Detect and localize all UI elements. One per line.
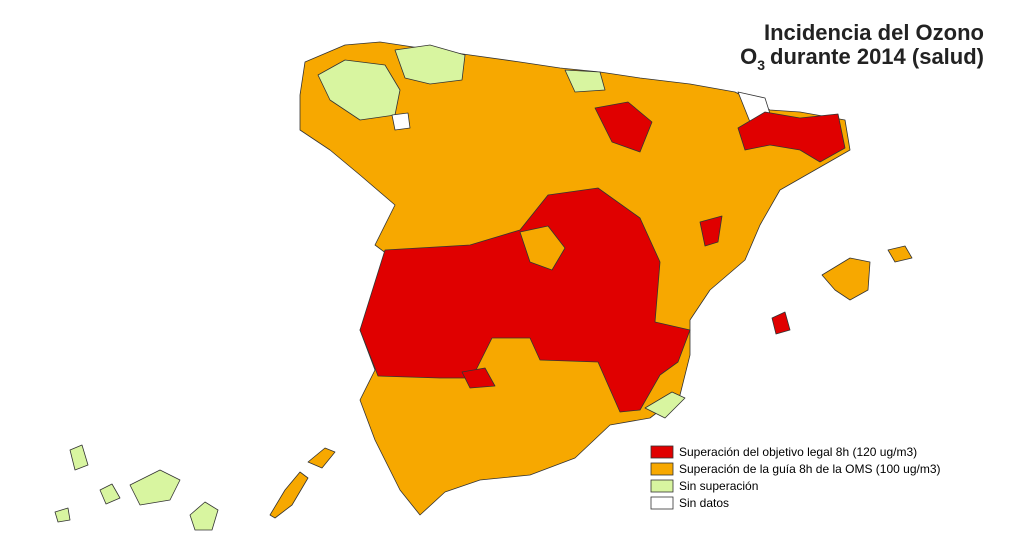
legend-label: Sin datos xyxy=(679,496,729,510)
region-green xyxy=(317,59,401,121)
legend-label: Superación de la guía 8h de la OMS (100 … xyxy=(679,462,941,476)
legend-swatch xyxy=(650,479,674,493)
region-green xyxy=(394,44,466,85)
region-red xyxy=(461,367,496,389)
island xyxy=(887,245,913,263)
region-red xyxy=(737,111,846,163)
region-white xyxy=(391,112,411,131)
region-red xyxy=(699,215,723,247)
island xyxy=(99,483,121,505)
legend-swatch xyxy=(650,496,674,510)
island xyxy=(189,501,219,531)
region-red xyxy=(594,101,653,153)
island xyxy=(307,447,336,469)
island xyxy=(69,444,89,471)
region-green xyxy=(644,391,686,419)
title-prefix: O xyxy=(740,44,757,69)
region-orange xyxy=(519,225,566,271)
island xyxy=(821,257,871,301)
island xyxy=(129,469,181,506)
title-subscript: 3 xyxy=(757,57,765,73)
title-line1: Incidencia del Ozono xyxy=(764,20,984,45)
island xyxy=(54,507,71,523)
title-line2: O3 durante 2014 (salud) xyxy=(740,44,984,73)
island xyxy=(269,471,309,519)
legend-swatch xyxy=(650,445,674,459)
region-green xyxy=(564,69,606,93)
legend-label: Sin superación xyxy=(679,479,758,493)
legend-label: Superación del objetivo legal 8h (120 ug… xyxy=(679,445,917,459)
region-red xyxy=(359,187,691,413)
legend-swatch xyxy=(650,462,674,476)
island xyxy=(771,311,791,335)
legend: Superación del objetivo legal 8h (120 ug… xyxy=(650,445,941,510)
title-rest: durante 2014 (salud) xyxy=(770,44,984,69)
